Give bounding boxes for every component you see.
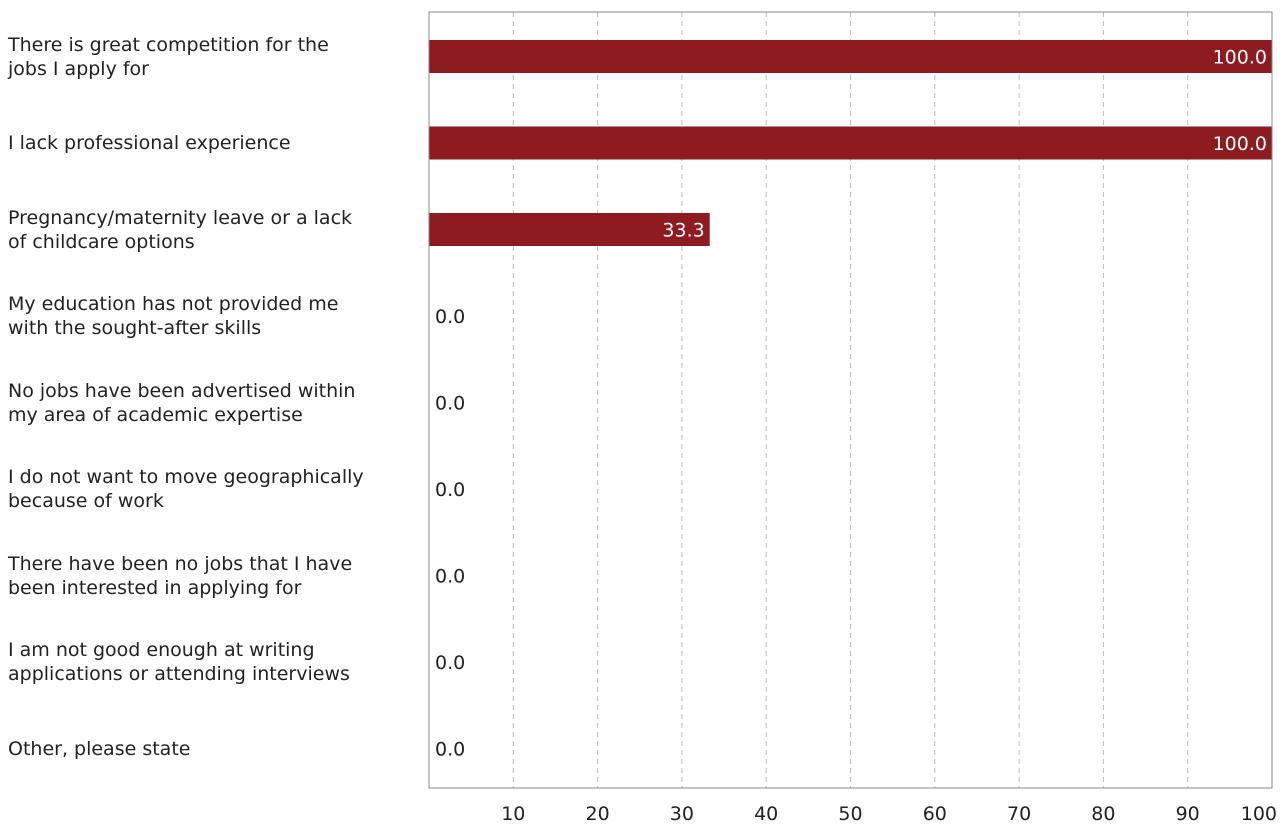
category-label: I do not want to move geographically beca… [8, 466, 364, 512]
value-label: 0.0 [435, 306, 465, 328]
plot-frame [428, 11, 1273, 789]
category-label: Pregnancy/maternity leave or a lack of ch… [8, 206, 353, 253]
category-label: No jobs have been advertised within my ar… [8, 379, 356, 426]
bar [429, 213, 710, 246]
category-label: My education has not provided me with the… [8, 293, 339, 339]
value-label: 0.0 [435, 393, 465, 415]
value-label: 100.0 [1213, 47, 1267, 69]
category-label: There is great competition for the jobs I… [8, 33, 329, 80]
value-label: 0.0 [435, 652, 465, 674]
category-label: I am not good enough at writing applicati… [8, 639, 350, 685]
value-label: 0.0 [435, 566, 465, 588]
category-label: Other, please state [8, 737, 191, 760]
x-tick-label: 90 [1176, 803, 1200, 825]
value-label: 33.3 [662, 220, 704, 242]
bars [429, 40, 1272, 246]
value-label: 0.0 [435, 739, 465, 761]
x-tick-label: 80 [1091, 803, 1115, 825]
x-tick-label: 70 [1007, 803, 1031, 825]
category-label: There have been no jobs that I have been … [8, 552, 353, 599]
bar [429, 126, 1272, 160]
category-label: I lack professional experience [8, 132, 291, 154]
x-tick-label: 50 [838, 803, 862, 825]
x-axis-ticks: 10 20 30 40 50 60 70 80 90 100 [501, 803, 1277, 825]
value-label: 0.0 [435, 479, 465, 501]
x-tick-label: 30 [670, 803, 694, 825]
x-tick-label: 100 [1241, 803, 1277, 825]
x-tick-label: 10 [501, 803, 525, 825]
x-tick-label: 60 [923, 803, 947, 825]
value-labels: 100.0 100.0 33.3 0.0 0.0 0.0 0.0 0.0 0.0 [435, 47, 1267, 761]
value-label: 100.0 [1213, 133, 1267, 155]
x-tick-label: 40 [754, 803, 778, 825]
plot-border [428, 11, 1273, 789]
bar [429, 40, 1272, 73]
x-tick-label: 20 [586, 803, 610, 825]
